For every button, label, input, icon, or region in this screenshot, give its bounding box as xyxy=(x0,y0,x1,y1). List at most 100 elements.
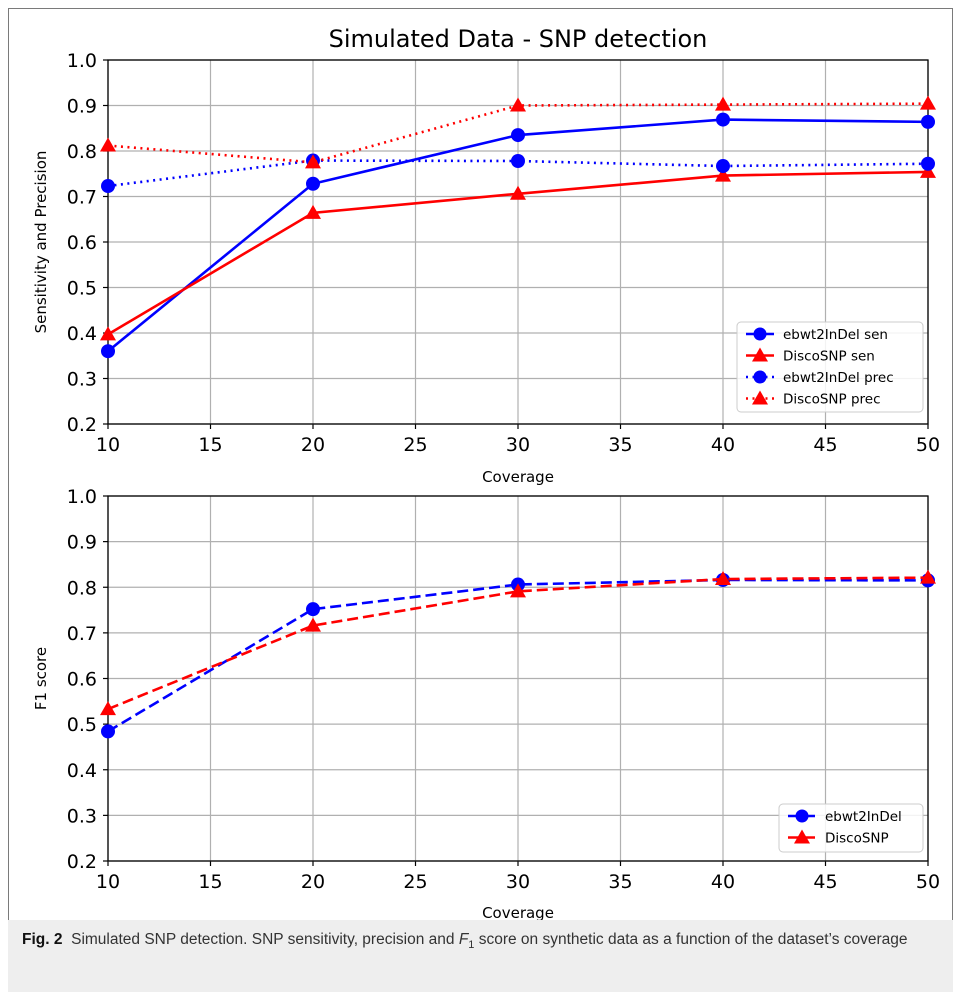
y-tick-label: 0.2 xyxy=(67,414,97,436)
series-DiscoSNP-sen xyxy=(100,163,936,341)
data-point xyxy=(100,137,116,152)
legend-marker xyxy=(752,347,768,362)
x-tick-label: 15 xyxy=(198,434,222,456)
data-point xyxy=(715,571,731,586)
y-tick-label: 0.8 xyxy=(67,141,97,163)
x-tick-label: 30 xyxy=(506,434,530,456)
y-tick-label: 0.7 xyxy=(67,187,97,209)
legend-label: ebwt2InDel xyxy=(825,809,902,825)
data-point xyxy=(510,97,526,112)
legend-marker xyxy=(752,390,768,405)
legend-label: DiscoSNP xyxy=(825,831,889,847)
data-point xyxy=(100,326,116,341)
plot-area-frame xyxy=(107,59,929,425)
y-tick-label: 0.4 xyxy=(67,323,97,345)
data-point xyxy=(101,179,115,194)
x-tick-label: 30 xyxy=(506,871,530,893)
x-tick-label: 50 xyxy=(916,871,940,893)
data-point xyxy=(305,617,321,632)
data-point xyxy=(716,159,730,174)
data-point xyxy=(306,176,320,191)
legend-label: ebwt2InDel prec xyxy=(783,370,894,386)
series-DiscoSNP xyxy=(100,569,936,716)
x-tick-label: 20 xyxy=(301,871,325,893)
caption-f-symbol: F xyxy=(458,931,469,948)
data-point xyxy=(921,114,935,129)
caption-text-before: Simulated SNP detection. SNP sensitivity… xyxy=(71,931,455,948)
data-point xyxy=(920,163,936,178)
data-point xyxy=(306,602,320,617)
x-axis-title: Coverage xyxy=(482,468,554,486)
series-line xyxy=(107,159,929,188)
data-point xyxy=(920,569,936,584)
data-point xyxy=(715,167,731,182)
data-point xyxy=(921,156,935,171)
data-point xyxy=(920,95,936,110)
x-tick-label: 45 xyxy=(813,434,837,456)
data-point xyxy=(101,724,115,739)
y-tick-label: 0.5 xyxy=(67,714,97,736)
series-line xyxy=(107,576,929,711)
caption-text-after: score on synthetic data as a function of… xyxy=(478,931,908,948)
y-tick-label: 0.3 xyxy=(67,805,97,827)
legend-label: ebwt2InDel sen xyxy=(783,327,888,343)
y-tick-label: 0.6 xyxy=(67,669,97,691)
y-tick-label: 0.5 xyxy=(67,278,97,300)
y-tick-label: 0.8 xyxy=(67,577,97,599)
y-tick-label: 0.6 xyxy=(67,232,97,254)
x-tick-label: 20 xyxy=(301,434,325,456)
data-point xyxy=(510,185,526,200)
x-axis-title: Coverage xyxy=(482,904,554,920)
x-tick-label: 45 xyxy=(813,871,837,893)
caption-background xyxy=(8,920,953,992)
data-point xyxy=(305,154,321,169)
figure-caption: Fig. 2 Simulated SNP detection. SNP sens… xyxy=(22,929,942,956)
series-ebwt2InDel-sen xyxy=(101,112,935,359)
y-tick-label: 1.0 xyxy=(67,50,97,72)
legend-marker xyxy=(753,327,767,341)
x-tick-label: 50 xyxy=(916,434,940,456)
data-point xyxy=(511,154,525,169)
y-tick-label: 0.2 xyxy=(67,851,97,873)
series-DiscoSNP-prec xyxy=(100,95,936,169)
y-tick-label: 0.9 xyxy=(67,532,97,554)
legend: ebwt2InDel DiscoSNP xyxy=(778,803,924,853)
y-tick-label: 0.3 xyxy=(67,369,97,391)
legend-label: DiscoSNP prec xyxy=(783,392,881,408)
legend-marker xyxy=(794,829,810,844)
x-tick-label: 15 xyxy=(198,871,222,893)
data-point xyxy=(716,112,730,127)
chart-panel-1: 10 15 20 25 30 35 40 45 50 0.2 0.3 0.4 0.5 0.6 0.7 0.8 0… xyxy=(32,25,940,486)
x-tick-label: 40 xyxy=(711,871,735,893)
y-axis-title: F1 score xyxy=(32,647,50,710)
chart-title: Simulated Data - SNP detection xyxy=(329,25,708,53)
x-tick-label: 10 xyxy=(96,434,120,456)
y-tick-label: 0.4 xyxy=(67,760,97,782)
data-point xyxy=(100,701,116,716)
data-point xyxy=(511,128,525,143)
caption-f-subscript: 1 xyxy=(468,939,475,952)
legend-box xyxy=(736,321,924,413)
x-tick-label: 35 xyxy=(608,434,632,456)
y-tick-label: 0.7 xyxy=(67,623,97,645)
y-tick-label: 0.9 xyxy=(67,96,97,118)
x-tick-label: 25 xyxy=(403,871,427,893)
plot-area-frame xyxy=(107,495,929,862)
caption-label: Fig. 2 xyxy=(22,931,63,948)
x-tick-label: 40 xyxy=(711,434,735,456)
x-tick-label: 25 xyxy=(403,434,427,456)
legend-marker xyxy=(795,809,809,823)
chart-panel-2: 10 15 20 25 30 35 40 45 50 0.2 0.3 0.4 0.5 0.6 0.7 0.8 0… xyxy=(32,486,940,920)
data-point xyxy=(510,583,526,598)
data-point xyxy=(715,96,731,111)
figure-charts: 10 15 20 25 30 35 40 45 50 0.2 0.3 0.4 0.5 0.6 0.7 0.8 0… xyxy=(32,25,940,920)
legend-label: DiscoSNP sen xyxy=(783,349,875,365)
data-point xyxy=(305,204,321,219)
legend: ebwt2InDel sen DiscoSNP sen ebwt2InDel pre… xyxy=(736,321,924,413)
data-point xyxy=(101,344,115,359)
y-axis-title: Sensitivity and Precision xyxy=(32,151,50,334)
series-line xyxy=(107,102,929,164)
x-tick-label: 10 xyxy=(96,871,120,893)
legend-marker xyxy=(753,370,767,384)
x-tick-label: 35 xyxy=(608,871,632,893)
